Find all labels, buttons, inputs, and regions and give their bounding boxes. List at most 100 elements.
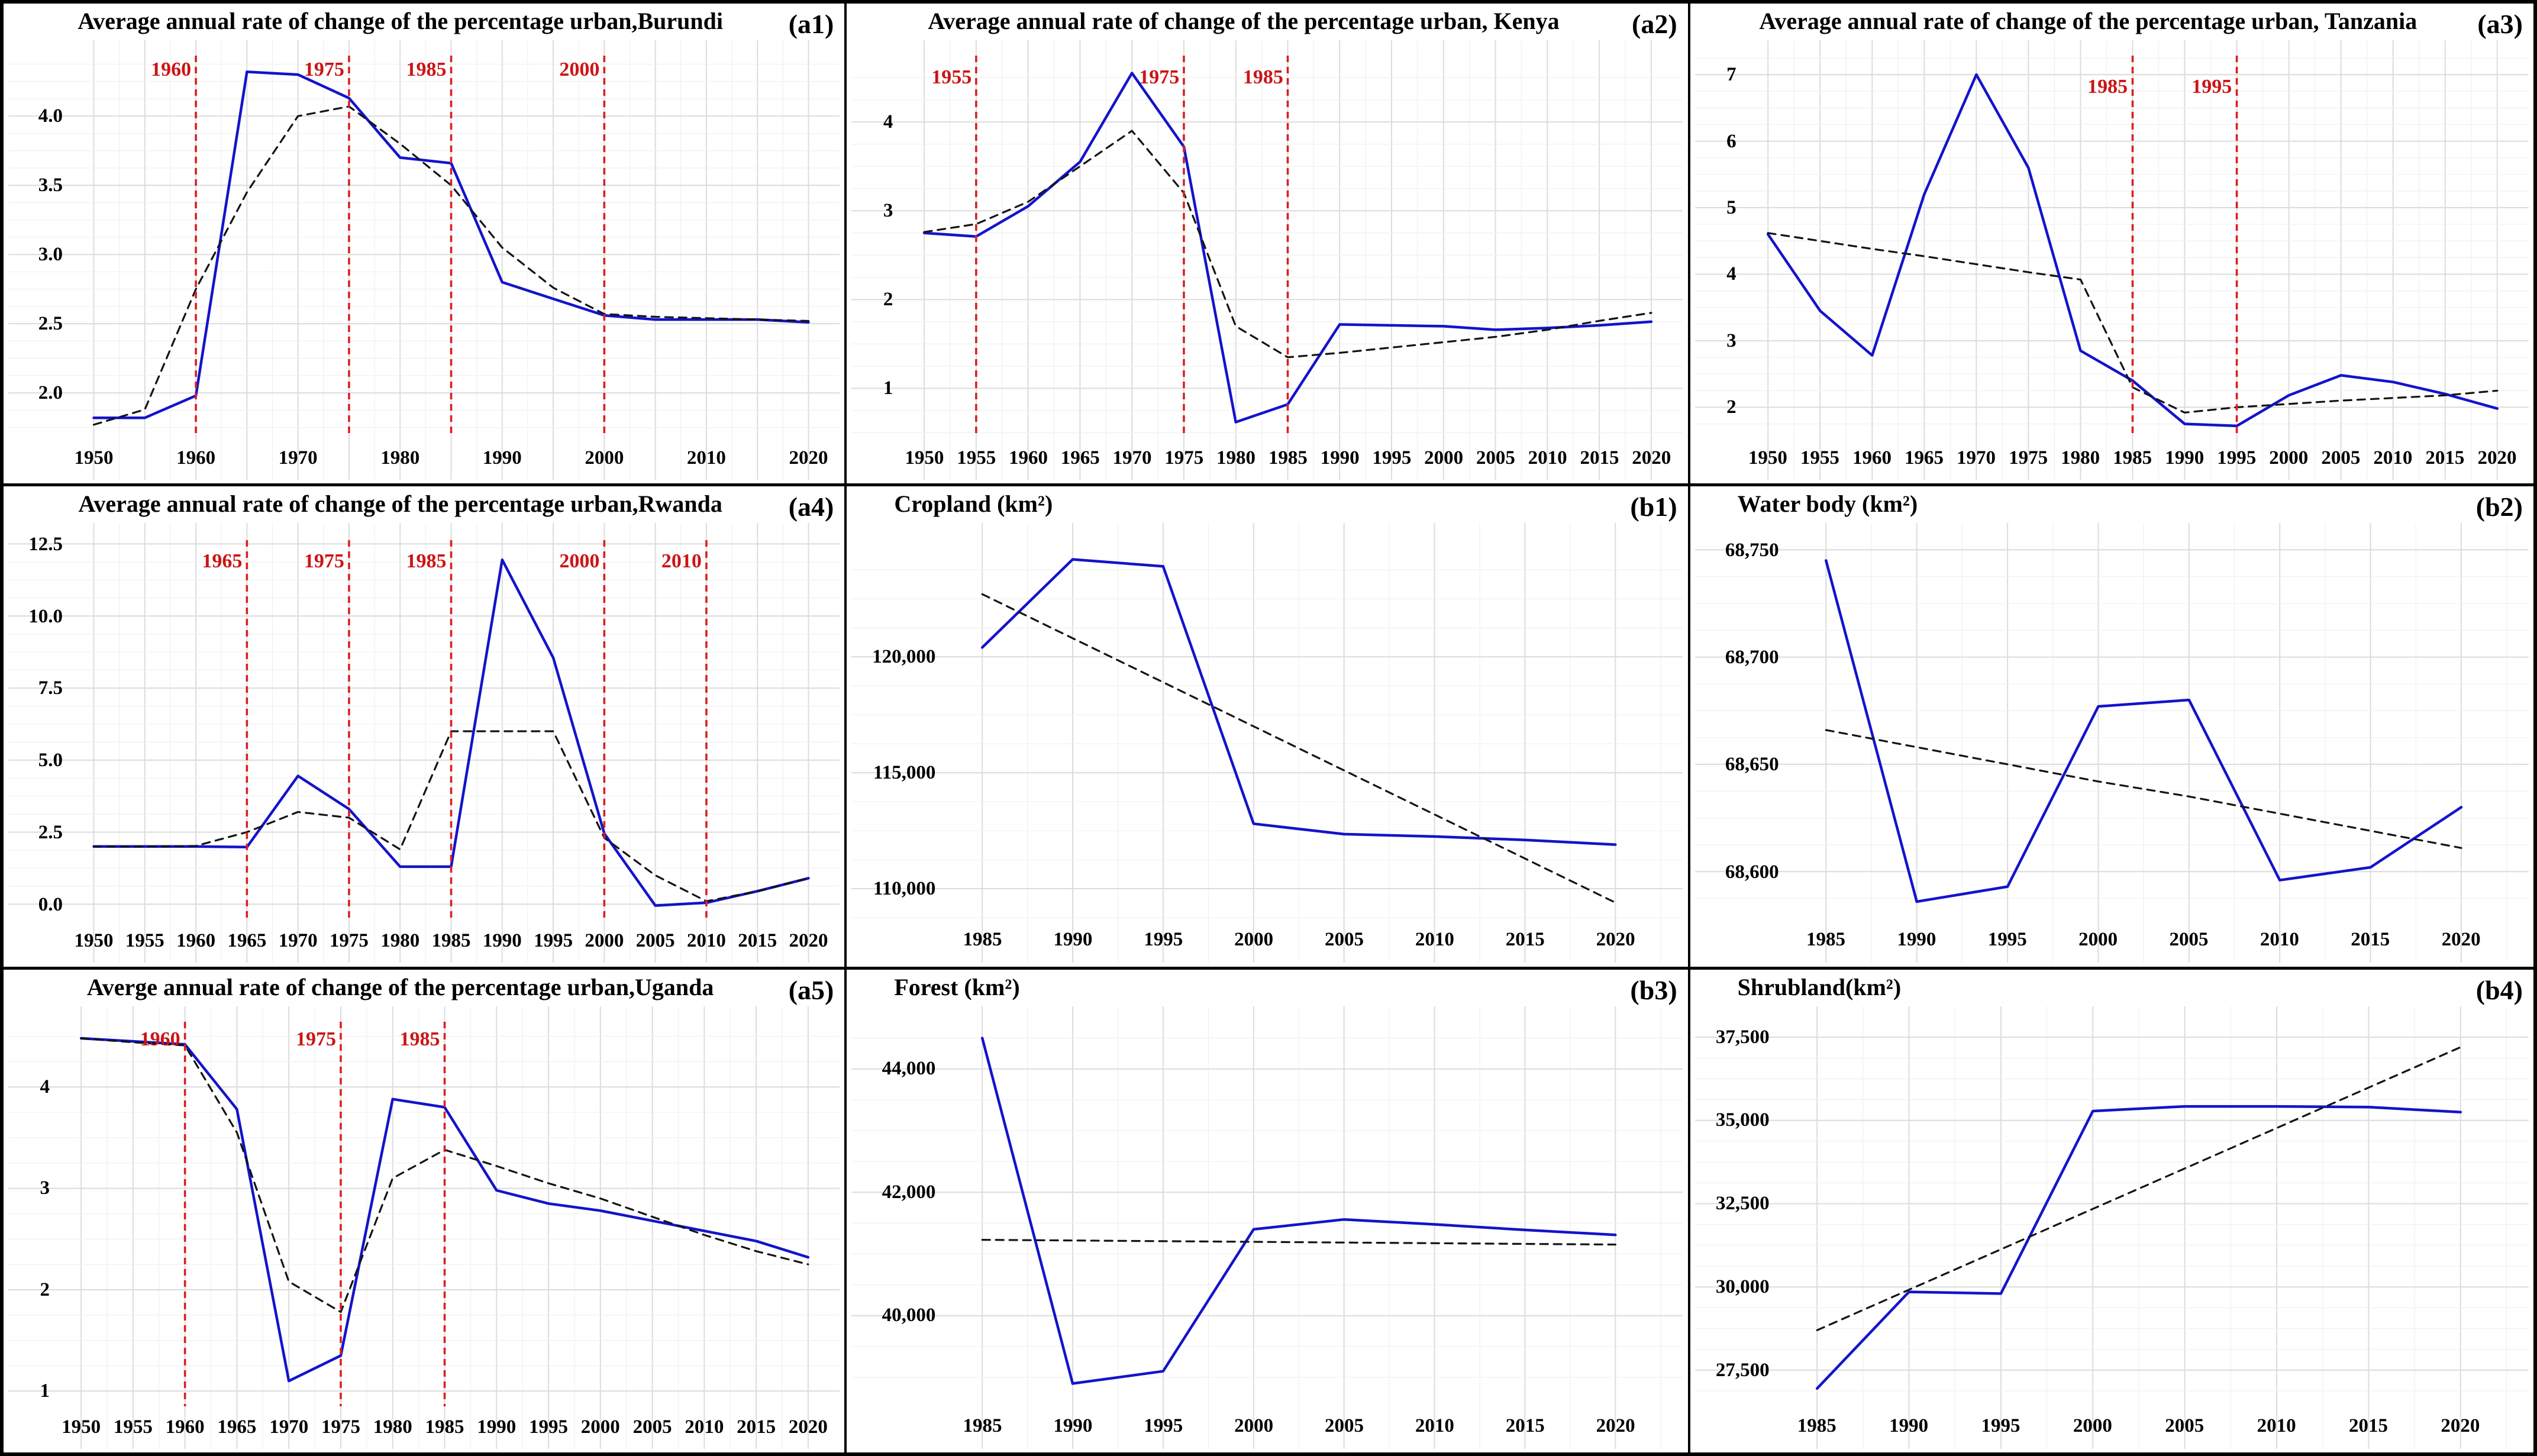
x-tick-label: 2010 bbox=[2373, 447, 2413, 469]
x-tick-label: 1970 bbox=[269, 1416, 309, 1438]
y-tick-label: 3.5 bbox=[38, 175, 63, 196]
x-tick-label: 1965 bbox=[1904, 447, 1944, 469]
y-tick-label: 0.0 bbox=[38, 893, 63, 915]
x-tick-label: 1990 bbox=[1320, 447, 1360, 469]
panel-tag: (b1) bbox=[1630, 492, 1677, 522]
chart-canvas bbox=[8, 523, 840, 963]
x-tick-label: 1975 bbox=[2009, 447, 2048, 469]
x-tick-label: 1960 bbox=[1852, 447, 1892, 469]
x-tick-label: 2010 bbox=[686, 447, 726, 469]
vline-year-label: 2000 bbox=[559, 550, 600, 572]
vline-year-label: 1985 bbox=[1242, 66, 1283, 89]
series-observed-line bbox=[981, 1037, 1617, 1385]
series-observed-line bbox=[1815, 1105, 2462, 1390]
x-tick-label: 1970 bbox=[278, 930, 318, 952]
x-tick-label: 2015 bbox=[2351, 929, 2390, 951]
x-tick-label: 2015 bbox=[737, 1416, 776, 1438]
chart-canvas bbox=[851, 1006, 1683, 1449]
y-tick-label: 40,000 bbox=[882, 1305, 936, 1326]
y-tick-label: 6 bbox=[1726, 130, 1736, 152]
x-tick-label: 1975 bbox=[321, 1416, 360, 1438]
y-tick-label: 68,750 bbox=[1725, 539, 1779, 561]
y-tick-label: 5 bbox=[1726, 197, 1736, 219]
chart-canvas bbox=[8, 40, 840, 480]
x-tick-label: 1980 bbox=[380, 447, 420, 469]
x-tick-label: 1995 bbox=[1144, 929, 1183, 951]
x-tick-label: 1990 bbox=[2165, 447, 2204, 469]
chart-canvas bbox=[851, 40, 1683, 480]
x-tick-label: 2015 bbox=[2425, 447, 2465, 469]
chart-canvas bbox=[1694, 523, 2529, 963]
x-tick-label: 1970 bbox=[1957, 447, 1996, 469]
x-tick-label: 1980 bbox=[1216, 447, 1256, 469]
panel-b1-cropland: Cropland (km²) (b1) 110,000 115,000 120,000 1… bbox=[847, 486, 1690, 970]
panel-tag: (b2) bbox=[2475, 492, 2523, 522]
y-tick-label: 68,650 bbox=[1725, 754, 1779, 776]
y-tick-label: 3 bbox=[40, 1177, 50, 1199]
vline-year-label: 1965 bbox=[202, 550, 243, 572]
x-tick-label: 1980 bbox=[2061, 447, 2100, 469]
chart-canvas bbox=[851, 523, 1683, 963]
x-tick-label: 2005 bbox=[1324, 1415, 1364, 1436]
x-tick-label: 2010 bbox=[2260, 929, 2299, 951]
y-tick-label: 2.0 bbox=[38, 382, 63, 404]
x-tick-label: 2015 bbox=[1505, 1415, 1545, 1436]
x-tick-label: 2000 bbox=[1424, 447, 1464, 469]
vline-year-label: 1975 bbox=[304, 59, 344, 81]
x-tick-label: 1995 bbox=[1144, 1415, 1183, 1436]
x-tick-label: 1990 bbox=[1053, 929, 1093, 951]
y-tick-label: 5.0 bbox=[38, 750, 63, 771]
panel-a4-rwanda: Average annual rate of change of the per… bbox=[4, 486, 847, 970]
vline-year-label: 1960 bbox=[151, 59, 192, 81]
vline-year-label: 1975 bbox=[295, 1028, 336, 1051]
x-tick-label: 1985 bbox=[1797, 1415, 1836, 1436]
x-tick-label: 1955 bbox=[113, 1416, 153, 1438]
x-tick-label: 2000 bbox=[585, 447, 624, 469]
x-tick-label: 2015 bbox=[1505, 929, 1545, 951]
y-tick-label: 2.5 bbox=[38, 821, 63, 843]
x-tick-label: 2010 bbox=[1528, 447, 1567, 469]
vline-year-label: 1985 bbox=[406, 550, 447, 572]
y-tick-label: 7.5 bbox=[38, 677, 63, 699]
x-tick-label: 1980 bbox=[380, 930, 420, 952]
x-tick-label: 1995 bbox=[2217, 447, 2257, 469]
y-tick-label: 110,000 bbox=[873, 878, 936, 900]
x-tick-label: 2005 bbox=[632, 1416, 672, 1438]
x-tick-label: 1950 bbox=[905, 447, 944, 469]
chart-title: Average annual rate of change of the per… bbox=[1759, 8, 2417, 34]
vline-year-label: 1985 bbox=[406, 59, 447, 81]
panel-b4-shrubland: Shrubland(km²) (b4) 27,500 30,000 32,500 35,0… bbox=[1690, 969, 2533, 1452]
vline-year-label: 1975 bbox=[304, 550, 344, 572]
x-tick-label: 1980 bbox=[373, 1416, 412, 1438]
chart-canvas bbox=[1694, 1006, 2529, 1449]
x-tick-label: 2005 bbox=[1324, 929, 1364, 951]
x-tick-label: 1985 bbox=[963, 929, 1002, 951]
panel-tag: (b3) bbox=[1630, 974, 1677, 1005]
x-tick-label: 2000 bbox=[585, 930, 624, 952]
x-tick-label: 1985 bbox=[431, 930, 471, 952]
chart-title: Average annual rate of change of the per… bbox=[928, 8, 1560, 34]
y-tick-label: 37,500 bbox=[1715, 1026, 1770, 1048]
x-tick-label: 1995 bbox=[1987, 929, 2027, 951]
x-tick-label: 2005 bbox=[2169, 929, 2209, 951]
chart-title: Forest (km²) bbox=[894, 973, 1020, 1000]
chart-title: Cropland (km²) bbox=[894, 490, 1053, 518]
panel-a1-burundi: Average annual rate of change of the per… bbox=[4, 4, 847, 487]
x-tick-label: 1990 bbox=[1889, 1415, 1929, 1436]
panel-tag: (a2) bbox=[1632, 9, 1677, 39]
series-trend-line bbox=[1825, 729, 2462, 850]
panel-tag: (a4) bbox=[788, 492, 834, 522]
y-tick-label: 3 bbox=[883, 200, 893, 222]
x-tick-label: 2005 bbox=[2321, 447, 2361, 469]
x-tick-label: 1955 bbox=[1800, 447, 1839, 469]
panel-tag: (a5) bbox=[788, 974, 834, 1005]
vline-year-label: 1955 bbox=[931, 66, 972, 89]
panel-tag: (b4) bbox=[2475, 974, 2523, 1005]
panel-tag: (a3) bbox=[2477, 9, 2523, 39]
y-tick-label: 3 bbox=[1726, 330, 1736, 351]
x-tick-label: 1965 bbox=[1060, 447, 1100, 469]
y-tick-label: 1 bbox=[883, 377, 893, 399]
y-tick-label: 35,000 bbox=[1715, 1109, 1770, 1131]
x-tick-label: 1990 bbox=[477, 1416, 517, 1438]
